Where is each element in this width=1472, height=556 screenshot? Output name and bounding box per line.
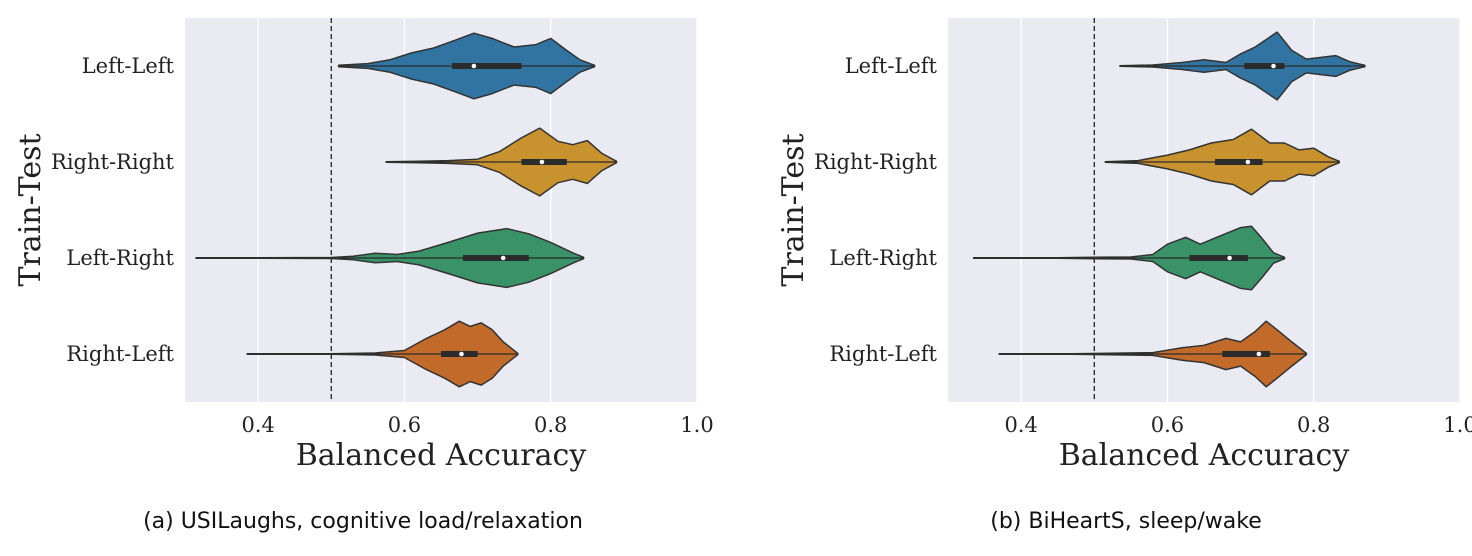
panel-b: Left-Left Right-Right Left-Right Right-Left…	[776, 18, 1472, 534]
ytick-label: Right-Left	[829, 342, 937, 366]
violin-median-dot	[459, 351, 464, 357]
violin-left-left	[1119, 31, 1366, 101]
ytick-label: Left-Left	[845, 54, 938, 78]
ytick-label: Right-Right	[814, 150, 938, 174]
xtick-label: 0.4	[1004, 413, 1037, 437]
violin-median-dot	[1256, 351, 1262, 357]
violin-median-dot	[471, 63, 477, 69]
xtick-label: 0.8	[1297, 413, 1330, 437]
violin-right-left	[998, 320, 1308, 388]
panel-caption: (a) USILaughs, cognitive load/relaxation	[143, 509, 583, 534]
violin-left-right	[195, 227, 585, 289]
ytick-label: Left-Right	[829, 246, 937, 270]
plot-background	[948, 18, 1460, 402]
x-axis-label: Balanced Accuracy	[1059, 438, 1350, 473]
y-axis-label: Train-Test	[776, 133, 811, 286]
violin-median-dot	[1227, 255, 1232, 261]
violin-left-right	[972, 225, 1286, 291]
violin-right-left	[246, 320, 519, 388]
ytick-label: Right-Right	[51, 150, 175, 174]
violin-right-right	[385, 127, 618, 197]
panel-a: Left-Left Right-Right Left-Right Right-Left…	[13, 18, 714, 534]
violin-left-left	[337, 32, 596, 100]
xtick-label: 0.8	[534, 413, 567, 437]
xtick-label: 0.6	[1151, 413, 1184, 437]
x-axis-label: Balanced Accuracy	[296, 438, 587, 473]
xtick-label: 1.0	[680, 413, 713, 437]
y-axis-label: Train-Test	[13, 133, 48, 286]
xtick-label: 0.4	[241, 413, 274, 437]
xtick-label: 0.6	[388, 413, 421, 437]
violin-median-dot	[1271, 63, 1276, 69]
violin-median-dot	[539, 159, 545, 165]
violin-right-right	[1104, 128, 1341, 196]
ytick-label: Right-Left	[66, 342, 174, 366]
violin-median-dot	[500, 255, 506, 261]
violin-median-dot	[1245, 159, 1251, 165]
xtick-label: 1.0	[1443, 413, 1472, 437]
ytick-label: Left-Right	[66, 246, 174, 270]
ytick-label: Left-Left	[82, 54, 175, 78]
panel-caption: (b) BiHeartS, sleep/wake	[990, 509, 1262, 534]
